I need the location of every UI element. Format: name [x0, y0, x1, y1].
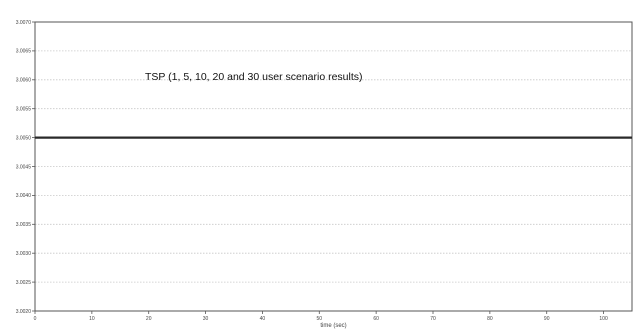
y-tick-label: 3.0035 — [16, 222, 32, 228]
y-tick-label: 3.0060 — [16, 78, 32, 84]
y-tick-label: 3.0070 — [16, 20, 32, 26]
plot-frame-group — [34, 21, 633, 312]
x-tick-label: 50 — [317, 316, 323, 322]
chart-title: TSP (1, 5, 10, 20 and 30 user scenario r… — [145, 71, 363, 83]
x-tick-label: 100 — [599, 316, 608, 322]
y-tick-label: 3.0055 — [16, 107, 32, 113]
x-axis: 0 10 20 30 40 50 60 70 80 90 100 — [34, 311, 608, 322]
y-tick-label: 3.0040 — [16, 193, 32, 199]
y-tick-label: 3.0030 — [16, 251, 32, 257]
y-axis: 3.0020 3.0025 3.0030 3.0035 3.0040 3.0045 3.00… — [16, 20, 35, 315]
x-tick-label: 10 — [89, 316, 95, 322]
x-tick-label: 80 — [487, 316, 493, 322]
x-axis-label: time (sec) — [320, 323, 346, 329]
x-tick-label: 70 — [430, 316, 436, 322]
x-tick-label: 20 — [146, 316, 152, 322]
x-tick-label: 60 — [373, 316, 379, 322]
y-tick-label: 3.0020 — [16, 309, 32, 315]
y-tick-label: 3.0025 — [16, 280, 32, 286]
y-tick-label: 3.0045 — [16, 164, 32, 170]
y-tick-label: 3.0065 — [16, 49, 32, 55]
x-tick-label: 30 — [203, 316, 209, 322]
x-tick-label: 0 — [34, 316, 37, 322]
x-tick-label: 40 — [260, 316, 266, 322]
y-tick-label: 3.0050 — [16, 135, 32, 141]
x-tick-label: 90 — [544, 316, 550, 322]
